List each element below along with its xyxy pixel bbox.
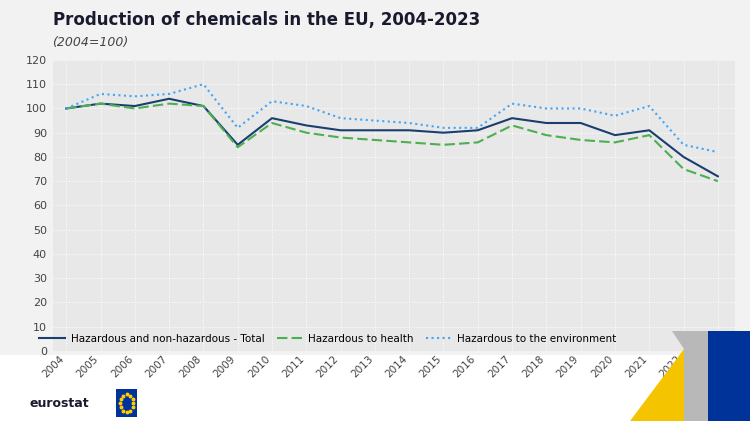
Text: Production of chemicals in the EU, 2004-2023: Production of chemicals in the EU, 2004-… [53, 11, 480, 29]
Text: (2004=100): (2004=100) [53, 36, 129, 49]
Polygon shape [702, 331, 750, 421]
Polygon shape [630, 349, 684, 421]
Polygon shape [672, 331, 708, 421]
Legend: Hazardous and non-hazardous - Total, Hazardous to health, Hazardous to the envir: Hazardous and non-hazardous - Total, Haz… [35, 329, 621, 348]
Text: eurostat: eurostat [30, 397, 90, 410]
